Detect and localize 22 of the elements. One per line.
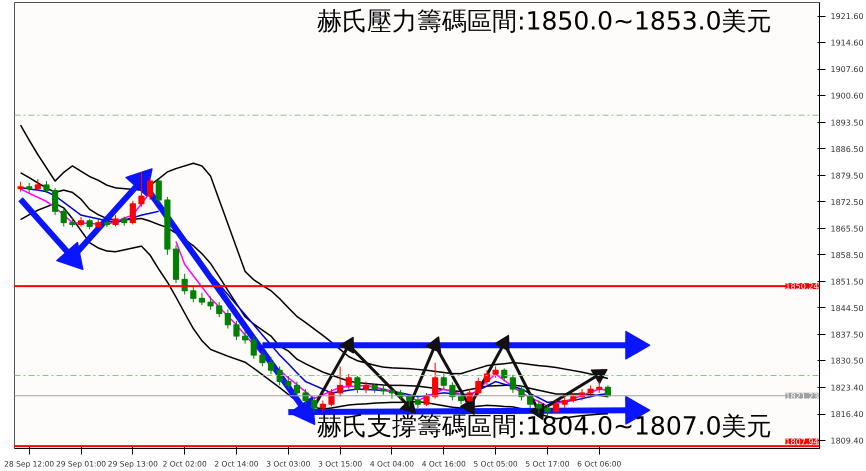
y-tick-label: 1830.50 xyxy=(830,356,864,366)
y-tick-label: 1879.50 xyxy=(830,171,864,180)
y-tick-label: 1844.50 xyxy=(830,304,864,313)
y-tick-label: 1921.60 xyxy=(830,12,864,22)
y-tick-label: 1851.50 xyxy=(830,277,864,286)
y-tick-label: 1809.40 xyxy=(830,436,864,446)
y-tick-label: 1816.40 xyxy=(830,410,864,420)
y-tick-label: 1900.60 xyxy=(830,92,864,101)
y-tick-label: 1914.60 xyxy=(830,38,864,48)
y-tick-label: 1823.40 xyxy=(830,384,864,393)
y-tick-label: 1886.50 xyxy=(830,144,864,154)
y-tick-label: 1907.60 xyxy=(830,65,864,74)
ref-line-label: 1821.23 xyxy=(785,392,819,401)
y-tick-label: 1865.50 xyxy=(830,224,864,234)
annotation: 赫氏壓力籌碼區間:1850.0~1853.0美元 xyxy=(317,6,772,36)
ref-line-label: 1807.94 xyxy=(785,438,819,447)
y-tick-label: 1872.50 xyxy=(830,198,864,207)
annotation: 赫氏支撐籌碼區間:1804.0~1807.0美元 xyxy=(317,412,772,440)
y-tick-label: 1837.50 xyxy=(830,330,864,340)
ref-line-label: 1850.24 xyxy=(785,282,819,292)
y-tick-label: 1893.50 xyxy=(830,118,864,128)
y-tick-label: 1858.50 xyxy=(830,250,864,260)
